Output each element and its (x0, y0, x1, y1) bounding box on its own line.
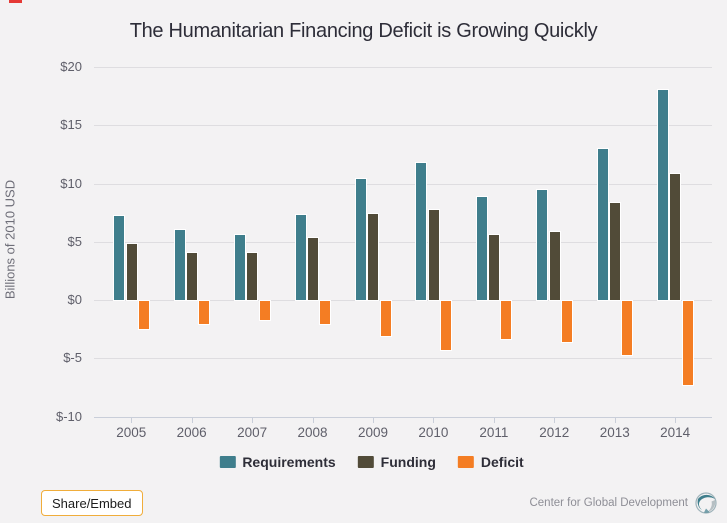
bar-requirements-2014[interactable] (658, 90, 669, 300)
legend-label: Deficit (480, 454, 524, 470)
bar-deficit-2010[interactable] (441, 301, 452, 350)
x-tick (493, 416, 495, 423)
bar-requirements-2013[interactable] (597, 148, 608, 300)
chart-title: The Humanitarian Financing Deficit is Gr… (129, 20, 598, 42)
bar-deficit-2014[interactable] (682, 301, 693, 385)
x-tick-label: 2009 (357, 424, 388, 440)
bar-funding-2005[interactable] (126, 244, 137, 300)
bar-funding-2007[interactable] (247, 253, 258, 300)
bar-requirements-2012[interactable] (537, 190, 548, 300)
x-tick-label: 2014 (660, 424, 691, 440)
x-tick (675, 416, 677, 423)
x-tick (614, 416, 616, 423)
bar-deficit-2013[interactable] (622, 301, 633, 355)
bar-requirements-2009[interactable] (355, 178, 366, 300)
legend-swatch-icon (219, 456, 236, 468)
share-embed-button[interactable]: Share/Embed (41, 490, 143, 516)
x-tick (252, 416, 254, 423)
y-tick-label: $0 (67, 292, 82, 307)
bar-funding-2011[interactable] (489, 234, 500, 300)
bar-deficit-2006[interactable] (199, 301, 210, 325)
gridline (94, 183, 712, 185)
bar-deficit-2011[interactable] (501, 301, 512, 340)
bar-requirements-2007[interactable] (235, 234, 246, 300)
gridline (94, 241, 712, 243)
x-tick-label: 2007 (237, 424, 268, 440)
bar-requirements-2010[interactable] (416, 162, 427, 300)
bar-deficit-2012[interactable] (561, 301, 572, 342)
bar-funding-2006[interactable] (186, 253, 197, 300)
x-tick-label: 2006 (176, 424, 207, 440)
x-tick (191, 416, 193, 423)
legend-swatch-icon (357, 456, 374, 468)
bar-requirements-2005[interactable] (114, 216, 125, 300)
bar-deficit-2008[interactable] (320, 301, 331, 325)
gridline (94, 300, 712, 301)
x-tick (554, 416, 556, 423)
y-tick-label: $10 (60, 175, 82, 191)
x-axis-line (94, 416, 712, 418)
bar-funding-2013[interactable] (610, 203, 621, 300)
gridline (94, 67, 712, 68)
legend-label: Requirements (242, 454, 336, 470)
bar-funding-2008[interactable] (307, 238, 318, 300)
y-tick-label: $5 (67, 233, 82, 249)
x-tick (372, 416, 374, 423)
x-tick-label: 2010 (418, 424, 449, 440)
bar-deficit-2007[interactable] (259, 301, 270, 320)
bar-funding-2010[interactable] (428, 210, 439, 300)
x-tick-label: 2011 (479, 424, 509, 440)
red-dash-mark (9, 0, 22, 3)
attribution: Center for Global Development (529, 491, 718, 515)
legend-item-requirements[interactable]: Requirements (219, 454, 336, 470)
attribution-text: Center for Global Development (529, 497, 688, 509)
globe-swirl-icon (695, 492, 717, 514)
x-tick (131, 416, 133, 423)
bar-funding-2014[interactable] (670, 174, 681, 300)
bar-funding-2012[interactable] (549, 232, 560, 300)
y-tick-label: $15 (60, 117, 82, 133)
legend-swatch-icon (457, 456, 474, 468)
legend-label: Funding (380, 454, 436, 470)
x-tick-label: 2005 (116, 424, 147, 440)
legend-item-funding[interactable]: Funding (357, 454, 436, 470)
y-tick-label: $-5 (63, 350, 82, 366)
bar-deficit-2005[interactable] (138, 301, 149, 329)
bar-funding-2009[interactable] (368, 213, 379, 300)
bar-requirements-2008[interactable] (295, 214, 306, 300)
y-tick-label: $-10 (55, 408, 82, 424)
x-tick-label: 2012 (539, 424, 570, 440)
legend: Requirements Funding Deficit (219, 454, 524, 470)
legend-item-deficit[interactable]: Deficit (457, 454, 524, 470)
x-tick (433, 416, 435, 423)
gridline (94, 125, 712, 127)
bar-requirements-2006[interactable] (174, 230, 185, 300)
bar-requirements-2011[interactable] (476, 197, 487, 300)
y-tick-label: $20 (60, 59, 82, 74)
bar-deficit-2009[interactable] (380, 301, 391, 336)
x-tick-label: 2013 (599, 424, 630, 440)
x-tick-label: 2008 (297, 424, 328, 440)
gridline (94, 358, 712, 360)
x-tick (312, 416, 314, 423)
